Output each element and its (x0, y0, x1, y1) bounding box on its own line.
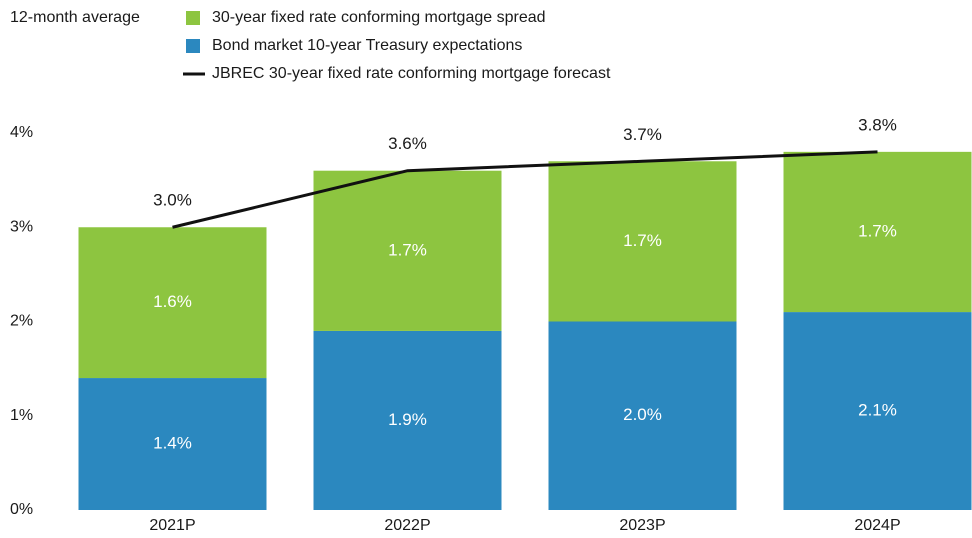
y-tick-label: 1% (10, 407, 33, 424)
bar-value-label: 2.0% (623, 405, 662, 424)
bar-segment (313, 170, 502, 331)
y-tick-label: 4% (10, 124, 33, 141)
legend-label: JBREC 30-year fixed rate conforming mort… (212, 65, 611, 82)
y-tick-label: 0% (10, 501, 33, 518)
line-value-label: 3.8% (858, 115, 897, 134)
legend-label: 30-year fixed rate conforming mortgage s… (212, 9, 546, 26)
chart-subtitle: 12-month average (10, 9, 140, 26)
bar-value-label: 1.7% (623, 231, 662, 250)
x-tick-label: 2024P (854, 517, 900, 534)
bar-segment (783, 151, 972, 313)
legend-swatch (186, 39, 200, 53)
line-value-label: 3.0% (153, 191, 192, 210)
bar-segment (783, 312, 972, 510)
x-tick-label: 2023P (619, 517, 665, 534)
line-value-label: 3.7% (623, 125, 662, 144)
bar-segment (548, 321, 737, 510)
bar-value-label: 1.7% (388, 240, 427, 259)
line (172, 150, 878, 229)
x-tick-label: 2021P (149, 517, 195, 534)
bar-value-label: 1.4% (153, 434, 192, 453)
bar-segment (548, 161, 737, 322)
bar-value-label: 1.6% (153, 292, 192, 311)
x-tick-label: 2022P (384, 517, 430, 534)
bar-value-label: 2.1% (858, 401, 897, 420)
bar-segment (313, 330, 502, 510)
y-tick-label: 3% (10, 218, 33, 235)
y-tick-label: 2% (10, 313, 33, 330)
line-value-label: 3.6% (388, 134, 427, 153)
bar-segment (78, 378, 267, 510)
legend-label: Bond market 10-year Treasury expectation… (212, 37, 522, 54)
legend-swatch (186, 11, 200, 25)
bar-value-label: 1.7% (858, 221, 897, 240)
bar-value-label: 1.9% (388, 410, 427, 429)
bar-segment (78, 227, 267, 379)
